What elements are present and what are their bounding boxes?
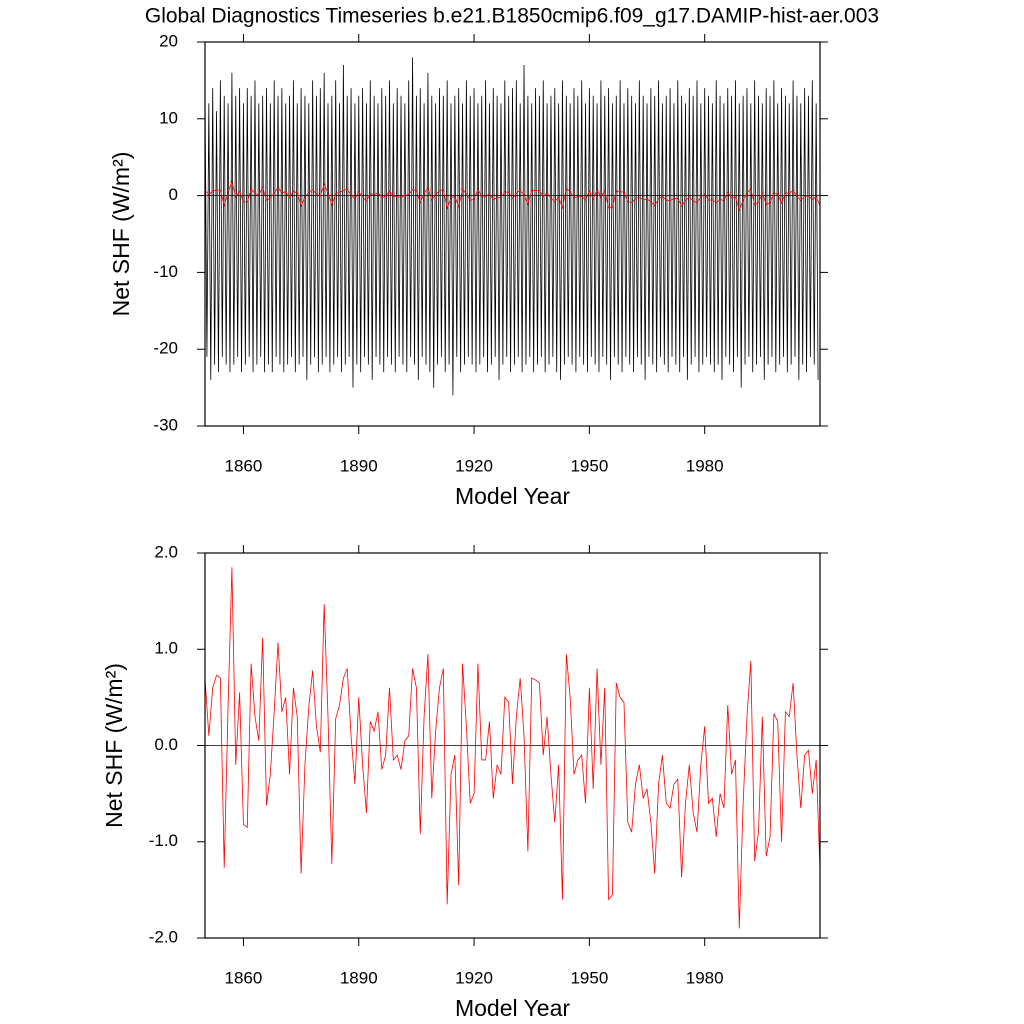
- x-tick-label: 1920: [455, 456, 493, 475]
- y-tick-label: -10: [153, 262, 178, 281]
- plot-frame: [204, 41, 821, 427]
- y-tick-label: -20: [153, 339, 178, 358]
- x-axis-title: Model Year: [455, 995, 570, 1021]
- chart-title: Global Diagnostics Timeseries b.e21.B185…: [145, 5, 879, 28]
- y-tick-label: -30: [153, 415, 178, 434]
- x-axis-title: Model Year: [455, 483, 570, 509]
- y-tick-label: -1.0: [149, 831, 178, 850]
- y-tick-label: 0: [169, 185, 178, 204]
- x-tick-label: 1950: [570, 456, 608, 475]
- y-axis-title: Net SHF (W/m²): [108, 152, 134, 317]
- x-tick-label: 1890: [340, 456, 378, 475]
- data-line: [204, 567, 821, 929]
- y-tick-label: 1.0: [154, 639, 178, 658]
- y-axis-title: Net SHF (W/m²): [101, 663, 127, 828]
- y-tick-label: -2.0: [149, 927, 178, 946]
- x-tick-label: 1860: [225, 968, 263, 987]
- y-tick-label: 20: [159, 31, 178, 50]
- y-tick-label: 2.0: [154, 542, 178, 561]
- x-tick-label: 1890: [340, 968, 378, 987]
- x-tick-label: 1950: [570, 968, 608, 987]
- data-line: [204, 179, 821, 212]
- x-tick-label: 1860: [225, 456, 263, 475]
- x-tick-label: 1980: [686, 968, 724, 987]
- x-tick-label: 1920: [455, 968, 493, 987]
- data-line: [204, 57, 819, 396]
- x-tick-label: 1980: [686, 456, 724, 475]
- y-tick-label: 10: [159, 108, 178, 127]
- y-tick-label: 0.0: [154, 735, 178, 754]
